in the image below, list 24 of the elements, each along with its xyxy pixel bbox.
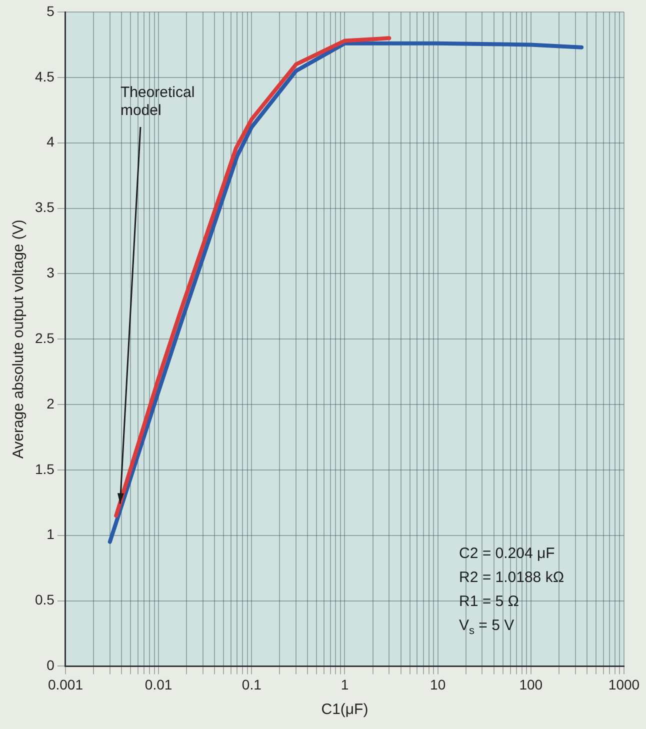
y-tick-label: 0.5: [34, 592, 55, 608]
y-tick-label: 3.5: [34, 199, 55, 216]
y-tick-label: 4: [46, 134, 55, 150]
text: Theoretical model: [120, 84, 195, 119]
annotation: R1 = 5 Ω: [459, 593, 519, 610]
y-tick-label: 2.5: [34, 330, 55, 346]
x-axis-title: C1(μF): [321, 701, 368, 718]
y-tick-label: 5: [46, 2, 55, 19]
x-tick-label: 10: [430, 676, 446, 692]
y-tick-label: 4.5: [34, 68, 55, 84]
y-tick-label: 3: [46, 264, 55, 281]
y-axis-title: Average absolute output voltage (V): [10, 220, 28, 459]
x-tick-label: 100: [519, 676, 543, 692]
x-tick-label: 1: [340, 676, 349, 692]
x-tick-label: 1000: [608, 676, 640, 692]
y-tick-label: 0: [46, 657, 55, 674]
y-tick-label: 2: [46, 395, 55, 412]
annotation: C2 = 0.204 μF: [459, 545, 555, 562]
x-tick-label: 0.01: [144, 676, 172, 692]
x-tick-label: 0.001: [48, 676, 84, 692]
x-tick-label: 0.1: [242, 676, 262, 692]
annotation: R2 = 1.0188 kΩ: [459, 569, 564, 586]
y-tick-label: 1: [46, 526, 55, 542]
y-tick-label: 1.5: [34, 460, 55, 477]
